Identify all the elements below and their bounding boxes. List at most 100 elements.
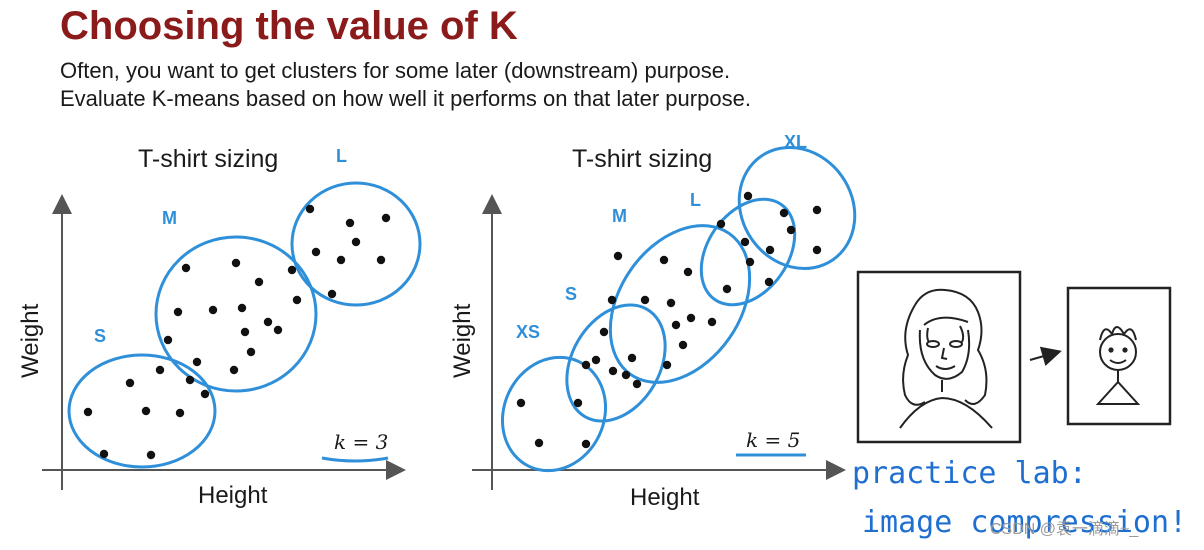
k3-point-24 [229,365,239,375]
k3-point-31 [376,255,386,265]
compression-arrow [1029,346,1062,367]
k5-point-1 [516,398,526,408]
k5-point-15 [659,255,669,265]
practice-lab-line-1: practice lab: [852,456,1087,491]
k3-point-27 [327,289,337,299]
k5-point-3 [573,398,583,408]
k3-point-23 [292,295,302,305]
cluster-label-m: M [162,208,177,228]
k5-point-13 [613,251,623,261]
cluster-label-s: S [94,326,106,346]
k5-point-22 [662,360,672,370]
plot-k5-x-label: Height [630,484,700,511]
k3-point-17 [240,327,250,337]
k5-point-12 [632,379,642,389]
k5-point-9 [608,366,618,376]
k3-point-13 [192,357,202,367]
cluster-ellipse-m2 [608,224,752,384]
k5-point-6 [591,355,601,365]
k5-point-5 [581,360,591,370]
k3-point-11 [173,307,183,317]
plot-k5-y-label: Weight [449,303,476,378]
k5-point-14 [640,295,650,305]
k3-point-10 [163,335,173,345]
k3-point-19 [254,277,264,287]
cluster-ellipse-s2 [565,303,667,423]
k3-point-22 [287,265,297,275]
k3-point-25 [305,204,315,214]
k3-point-26 [311,247,321,257]
cluster-label-l2: L [690,190,701,210]
k3-point-15 [231,258,241,268]
plot-k3: T-shirt sizing Height Weight S M L k = 3 [17,145,422,509]
k5-point-21 [707,317,717,327]
k5-point-27 [765,245,775,255]
k3-point-30 [351,237,361,247]
k3-point-7 [175,408,185,418]
k5-point-4 [581,439,591,449]
cluster-label-xs: XS [516,322,540,342]
k5-point-10 [621,370,631,380]
k3-point-5 [146,450,156,460]
plot-k3-k-underline [321,456,389,463]
k5-point-23 [716,219,726,229]
k5-point-25 [740,237,750,247]
cluster-ellipse-m [154,235,318,393]
subtitle-line-1: Often, you want to get clusters for some… [60,58,731,83]
k3-point-8 [185,375,195,385]
compression-illustration: practice lab: image compression! [852,270,1187,540]
cluster-label-l: L [336,146,347,166]
cluster-ellipse-l2 [699,197,797,307]
cluster-ellipse-xl [737,146,857,270]
k5-point-31 [786,225,796,235]
k3-point-16 [237,303,247,313]
k5-point-17 [671,320,681,330]
k5-point-7 [599,327,609,337]
plot-k3-k-label: k = 3 [334,430,388,454]
detailed-portrait-sketch [899,288,993,429]
k3-point-9 [200,389,210,399]
k3-point-28 [336,255,346,265]
k3-point-18 [246,347,256,357]
cluster-ellipse-l [290,181,422,307]
plot-k3-y-label: Weight [17,303,44,378]
cluster-ellipse-xs [500,355,608,473]
plot-k5-points [516,191,822,449]
plot-k3-points [83,204,391,460]
k3-point-21 [273,325,283,335]
k5-point-32 [812,205,822,215]
compressed-image-frame [1066,286,1172,426]
plot-k5: T-shirt sizing Height Weight XS S M L XL… [449,132,857,511]
k3-point-14 [208,305,218,315]
k5-point-16 [666,298,676,308]
k5-point-24 [722,284,732,294]
plot-k3-x-label: Height [198,482,268,509]
cluster-ellipse-s [67,353,217,469]
plot-k5-title: T-shirt sizing [572,145,712,173]
k3-point-6 [155,365,165,375]
cluster-label-xl: XL [784,132,807,152]
k3-point-4 [141,406,151,416]
cluster-label-m2: M [612,206,627,226]
k3-point-3 [125,378,135,388]
practice-lab-line-2: image compression! [862,505,1187,540]
k5-point-8 [607,295,617,305]
subtitle-line-2: Evaluate K-means based on how well it pe… [60,86,751,111]
k3-point-20 [263,317,273,327]
k5-point-33 [812,245,822,255]
k5-point-28 [764,277,774,287]
k5-point-18 [678,340,688,350]
plot-k5-k-label: k = 5 [746,428,800,452]
k3-point-1 [83,407,93,417]
k5-point-19 [686,313,696,323]
k5-point-30 [779,208,789,218]
k5-point-20 [683,267,693,277]
simple-portrait-sketch [1095,326,1141,405]
original-image-frame [856,270,1022,444]
k5-point-2 [534,438,544,448]
k5-point-11 [627,353,637,363]
k5-point-29 [743,191,753,201]
k3-point-2 [99,449,109,459]
watermark: CSDN @袁一滴滴~_ [990,520,1139,538]
